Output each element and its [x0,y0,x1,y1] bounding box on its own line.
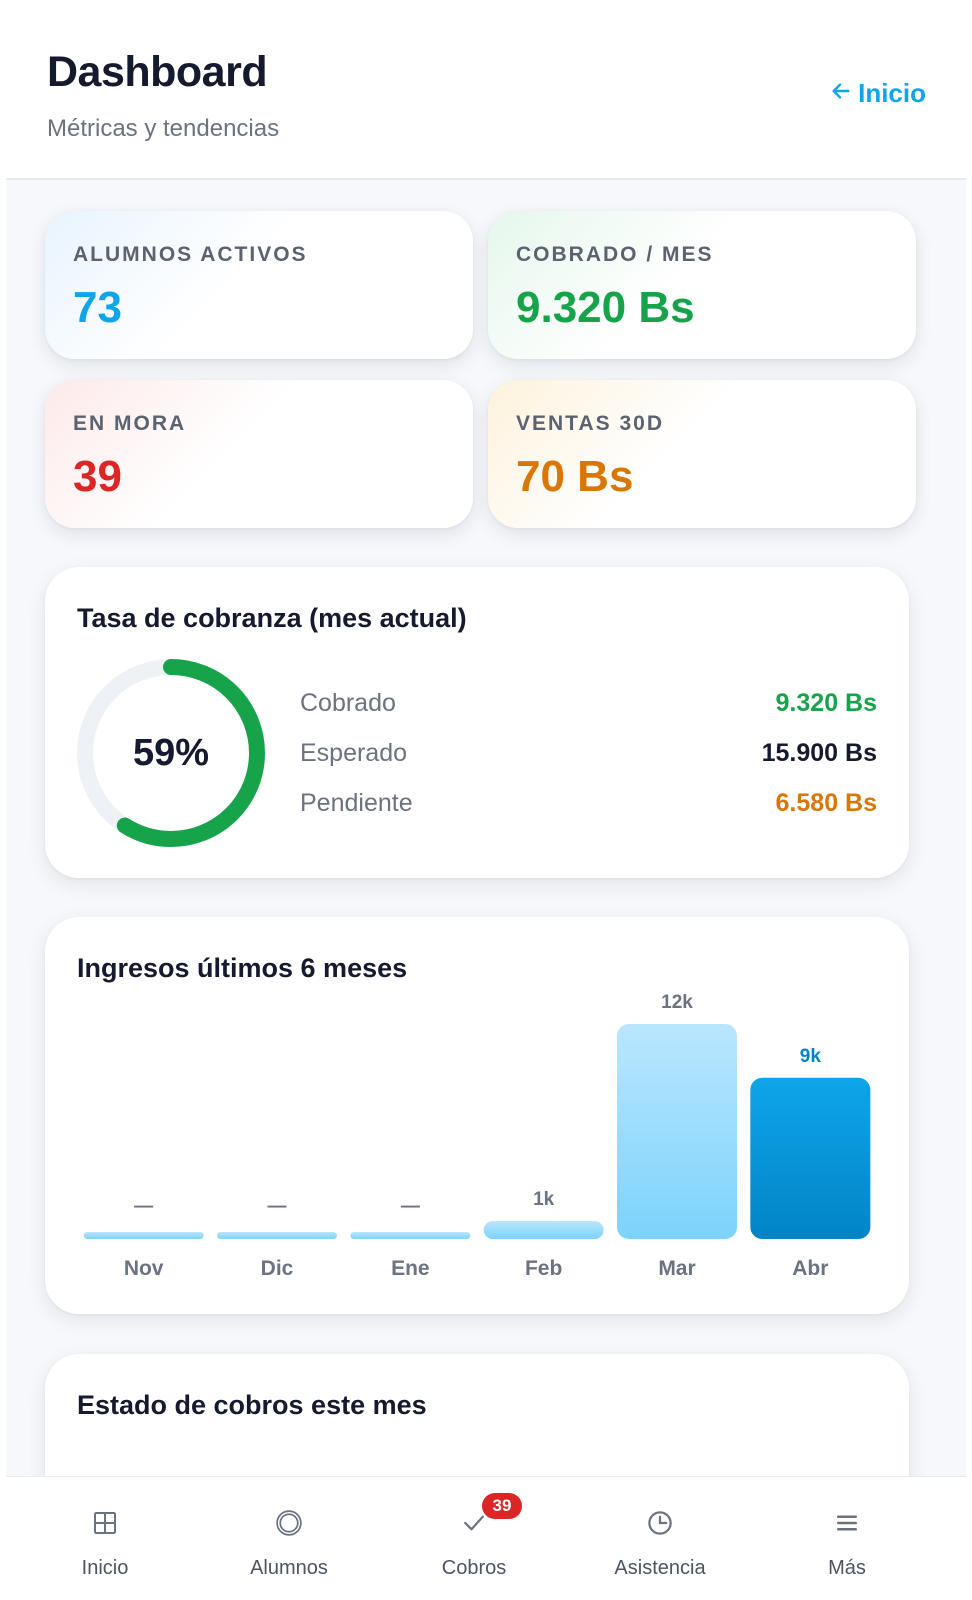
rate-row-label: Cobrado [300,689,396,717]
bar-value-label: 1k [533,1189,555,1210]
app-screen: Dashboard Métricas y tendencias Inicio A… [6,0,966,1600]
page-subtitle: Métricas y tendencias [47,115,280,142]
stat-value: 39 [73,452,122,501]
rate-row-label: Esperado [300,739,408,767]
x-tick-label: Dic [261,1257,294,1280]
bar-nov [83,1232,204,1239]
grid-icon [89,1507,121,1539]
nav-label: Más [828,1557,866,1579]
stat-value: 9.320 Bs [516,283,695,332]
income-chart-title: Ingresos últimos 6 meses [77,953,408,983]
rate-row-value: 6.580 Bs [775,789,877,817]
bottom-navigation: Inicio Alumnos Cobros 39 [6,1476,966,1600]
nav-label: Asistencia [614,1557,706,1579]
nav-item-asistencia[interactable]: Asistencia [565,1477,755,1600]
circle-icon [273,1507,305,1539]
stat-card-collected-month[interactable]: COBRADO / MES 9.320 Bs [488,211,916,359]
back-to-home-link[interactable]: Inicio [830,78,926,109]
bar-abr [750,1077,871,1239]
menu-icon [831,1507,863,1539]
rate-row-label: Pendiente [300,789,413,817]
rate-row-collected: Cobrado 9.320 Bs [300,683,877,723]
clock-icon [644,1507,676,1539]
donut-progress-arc [77,659,265,847]
stat-label: VENTAS 30D [516,412,664,435]
stat-card-active-students[interactable]: ALUMNOS ACTIVOS 73 [45,211,473,359]
nav-label: Alumnos [250,1557,328,1579]
stat-card-in-arrears[interactable]: EN MORA 39 [45,380,473,528]
page-header: Dashboard Métricas y tendencias Inicio [6,0,966,180]
stat-label: ALUMNOS ACTIVOS [73,243,308,266]
bar-dic [217,1232,337,1239]
bar-ene [350,1232,471,1239]
check-icon [458,1507,490,1539]
stat-value: 73 [73,283,122,332]
back-link-label: Inicio [858,78,926,108]
nav-item-cobros[interactable]: Cobros 39 [379,1477,569,1600]
payment-status-title: Estado de cobros este mes [77,1390,427,1420]
collection-rate-donut [77,659,265,847]
income-chart-panel: Ingresos últimos 6 meses — Nov — Dic — Ene 1k F… [45,917,909,1314]
page-title: Dashboard [47,48,268,96]
nav-label: Cobros [441,1557,507,1579]
bar-value-label: — [401,1196,420,1217]
rate-row-value: 15.900 Bs [761,739,877,767]
x-tick-label: Feb [525,1257,562,1280]
bar-value-label: — [268,1196,287,1217]
x-tick-label: Nov [124,1257,164,1280]
arrow-left-icon [830,78,852,109]
stat-label: EN MORA [73,412,187,435]
stat-value: 70 Bs [516,452,634,501]
bar-value-label: — [134,1196,153,1217]
bar-mar [617,1024,737,1239]
rate-row-pending: Pendiente 6.580 Bs [300,783,877,823]
collection-rate-percent: 59% [132,731,210,774]
cobros-count-badge: 39 [482,1493,522,1519]
bar-feb [483,1221,604,1239]
nav-label: Inicio [81,1557,129,1579]
x-tick-label: Ene [391,1257,430,1280]
bar-value-label: 12k [661,992,693,1013]
collection-rate-panel: Tasa de cobranza (mes actual) 59% Cobrad… [45,567,909,878]
rate-row-value: 9.320 Bs [775,689,877,717]
x-tick-label: Abr [792,1257,828,1280]
nav-item-alumnos[interactable]: Alumnos [194,1477,384,1600]
stat-card-sales-30d[interactable]: VENTAS 30D 70 Bs [488,380,916,528]
bar-value-label: 9k [800,1046,822,1067]
nav-item-inicio[interactable]: Inicio [10,1477,200,1600]
collection-rate-title: Tasa de cobranza (mes actual) [77,603,467,633]
x-tick-label: Mar [658,1257,695,1280]
rate-row-expected: Esperado 15.900 Bs [300,733,877,773]
income-bar-chart: — Nov — Dic — Ene 1k Feb 12k Mar 9k Abr [83,992,871,1280]
stat-label: COBRADO / MES [516,243,714,266]
nav-item-mas[interactable]: Más [752,1477,942,1600]
